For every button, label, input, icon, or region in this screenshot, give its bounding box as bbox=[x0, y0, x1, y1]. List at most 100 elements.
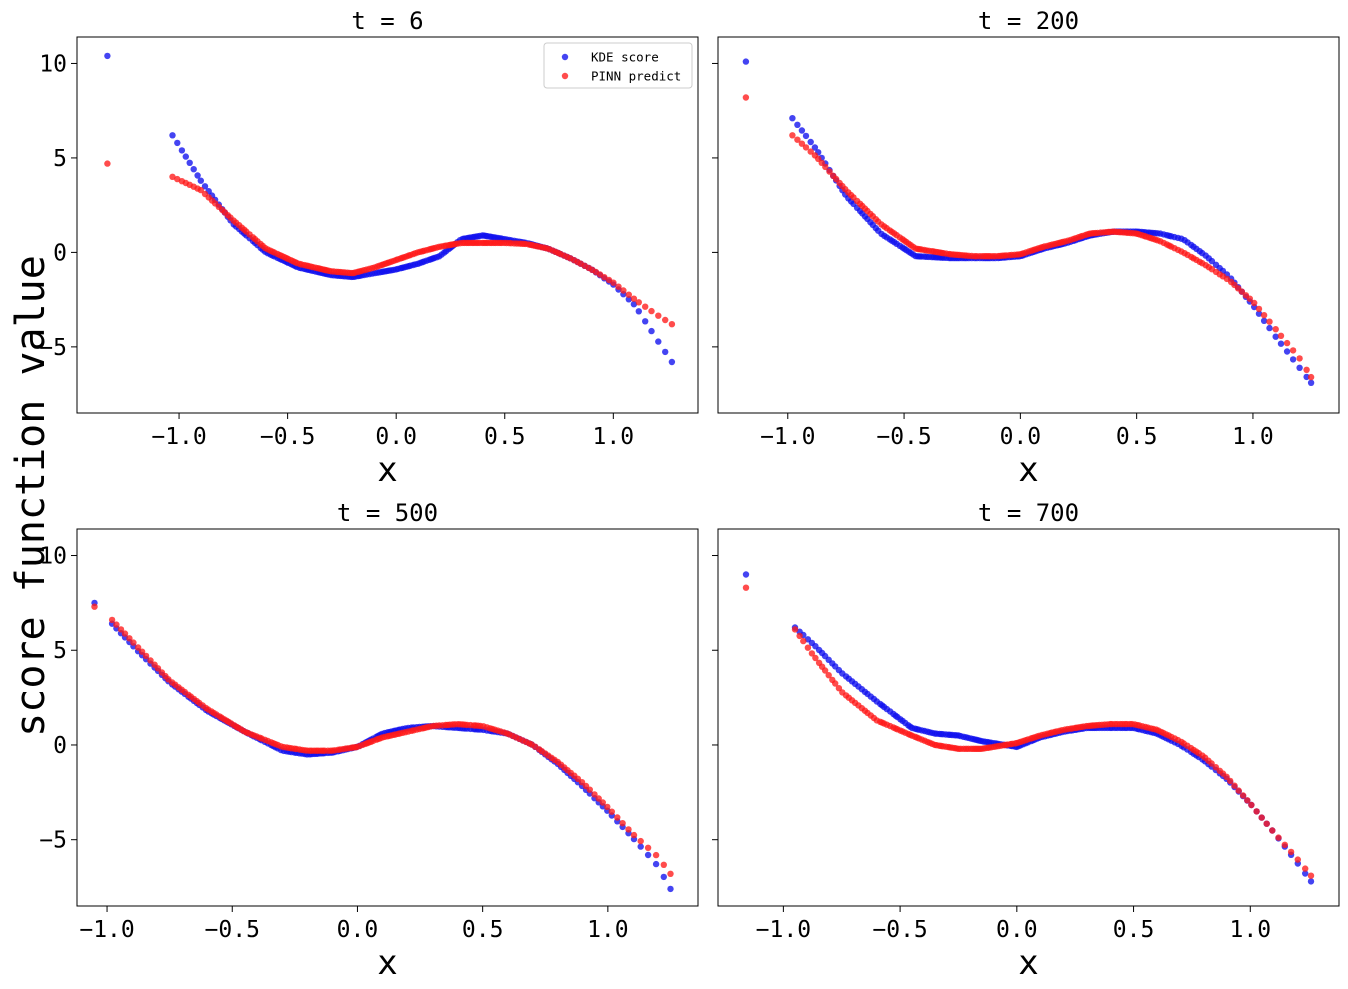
pinn-point bbox=[742, 94, 750, 101]
subplot-xlabel: x bbox=[377, 943, 397, 983]
pinn-point bbox=[108, 616, 116, 624]
pinn-point bbox=[821, 667, 829, 674]
kde-point bbox=[186, 159, 193, 166]
y-tick-label: −5 bbox=[39, 335, 67, 361]
kde-series bbox=[91, 599, 674, 893]
kde-point bbox=[1208, 257, 1216, 265]
pinn-point bbox=[615, 283, 622, 290]
x-tick-label: 0.5 bbox=[1116, 424, 1158, 450]
pinn-point bbox=[630, 831, 638, 839]
pinn-point bbox=[644, 844, 652, 851]
pinn-point bbox=[625, 826, 632, 833]
pinn-point bbox=[1269, 827, 1276, 834]
legend-marker bbox=[561, 53, 569, 61]
pinn-point bbox=[1289, 347, 1297, 354]
subplot-title: t = 6 bbox=[351, 7, 423, 35]
pinn-point bbox=[1238, 288, 1246, 295]
kde-point bbox=[642, 318, 649, 325]
kde-point bbox=[1302, 870, 1309, 877]
kde-point bbox=[1255, 310, 1263, 317]
pinn-point bbox=[147, 657, 154, 664]
pinn-series bbox=[91, 603, 674, 877]
pinn-point bbox=[154, 665, 162, 672]
y-tick-label: 0 bbox=[53, 240, 67, 266]
kde-point bbox=[637, 843, 644, 850]
figure-ylabel: score function value bbox=[8, 255, 54, 737]
pinn-point bbox=[1246, 295, 1254, 302]
pinn-point bbox=[1231, 782, 1238, 789]
pinn-point bbox=[578, 779, 586, 786]
x-tick-label: 0.0 bbox=[375, 424, 417, 450]
x-tick-label: 1.0 bbox=[1232, 424, 1274, 450]
kde-point bbox=[655, 338, 662, 345]
kde-point bbox=[1272, 333, 1279, 340]
pinn-point bbox=[798, 140, 806, 147]
pinn-point bbox=[1294, 856, 1302, 863]
x-tick-label: 0.0 bbox=[337, 917, 379, 943]
kde-point bbox=[742, 58, 750, 65]
pinn-point bbox=[800, 637, 807, 645]
y-tick-label: 10 bbox=[39, 51, 67, 77]
pinn-point bbox=[91, 603, 98, 610]
subplot-title: t = 200 bbox=[978, 7, 1079, 35]
axes-frame bbox=[76, 36, 699, 414]
kde-point bbox=[1307, 379, 1315, 386]
kde-point bbox=[644, 851, 652, 859]
pinn-point bbox=[126, 635, 133, 642]
pinn-point bbox=[591, 791, 598, 798]
kde-point bbox=[807, 138, 814, 146]
pinn-point bbox=[1287, 848, 1295, 856]
pinn-series bbox=[742, 94, 1315, 381]
kde-point bbox=[662, 348, 669, 356]
pinn-point bbox=[1260, 312, 1268, 319]
kde-point bbox=[742, 571, 750, 578]
pinn-point bbox=[619, 820, 626, 827]
x-tick-label: −0.5 bbox=[205, 917, 260, 943]
subplot-3: −1.0 −0.5 0.0 0.5 1.0 10 5 0 −5 t = 500 x bbox=[39, 499, 699, 983]
kde-point bbox=[190, 166, 197, 173]
pinn-point bbox=[117, 626, 125, 633]
kde-point bbox=[648, 327, 655, 335]
pinn-point bbox=[1266, 318, 1273, 325]
axes-frame bbox=[717, 36, 1340, 414]
kde-point bbox=[104, 52, 111, 60]
pinn-point bbox=[789, 132, 796, 139]
pinn-point bbox=[599, 799, 606, 806]
pinn-point bbox=[1281, 841, 1289, 848]
pinn-point bbox=[138, 648, 146, 655]
kde-point bbox=[201, 183, 209, 190]
kde-point bbox=[1283, 348, 1291, 355]
x-tick-label: 0.5 bbox=[1113, 917, 1155, 943]
kde-point bbox=[1266, 324, 1273, 332]
kde-point bbox=[194, 172, 201, 179]
kde-point bbox=[1307, 878, 1315, 885]
axes-frame bbox=[76, 528, 699, 907]
x-tick-label: 1.0 bbox=[587, 917, 629, 943]
y-tick-label: 0 bbox=[53, 733, 67, 759]
legend-marker bbox=[561, 72, 569, 80]
subplot-xlabel: x bbox=[1018, 943, 1038, 983]
pinn-point bbox=[662, 316, 669, 324]
kde-point bbox=[798, 127, 806, 134]
kde-point bbox=[1303, 373, 1310, 381]
subplot-title: t = 700 bbox=[978, 499, 1079, 527]
pinn-point bbox=[802, 144, 810, 151]
pinn-point bbox=[104, 160, 111, 167]
kde-series bbox=[742, 571, 1315, 885]
subplot-1: −1.0 −0.5 0.0 0.5 1.0 10 5 0 −5 t = 6 x KDE score PI… bbox=[39, 7, 699, 490]
pinn-point bbox=[655, 312, 662, 319]
kde-point bbox=[1289, 356, 1297, 363]
pinn-point bbox=[825, 672, 832, 679]
pinn-point bbox=[648, 307, 655, 315]
kde-point bbox=[668, 358, 676, 366]
axes-frame bbox=[717, 528, 1340, 907]
x-tick-label: 1.0 bbox=[1230, 917, 1272, 943]
y-tick-label: −5 bbox=[39, 828, 67, 854]
pinn-point bbox=[1302, 865, 1309, 872]
pinn-point bbox=[804, 644, 812, 651]
pinn-point bbox=[635, 299, 642, 306]
pinn-point bbox=[1251, 299, 1258, 307]
pinn-point bbox=[808, 650, 816, 657]
pinn-point bbox=[637, 837, 644, 845]
x-tick-label: −1.0 bbox=[760, 424, 815, 450]
